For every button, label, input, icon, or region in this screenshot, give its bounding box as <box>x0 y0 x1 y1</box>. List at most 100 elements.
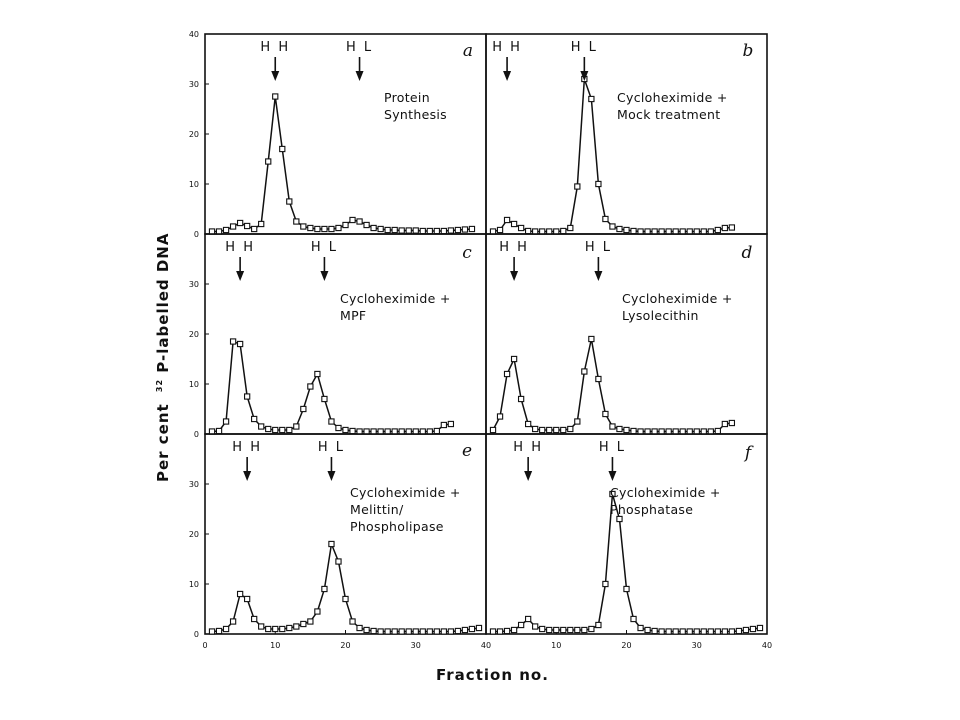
data-point <box>426 227 433 235</box>
panel-letter: f <box>743 443 754 463</box>
data-point <box>314 225 321 233</box>
data-point <box>335 224 342 232</box>
data-point <box>349 216 356 224</box>
data-point <box>328 225 335 233</box>
panel-annotation-line: Synthesis <box>384 107 447 122</box>
data-point <box>630 615 637 623</box>
data-point <box>714 226 721 234</box>
panel-c: 0 10 20 30 H H H L Cycloheximide + MPF c <box>189 233 487 439</box>
arrow-label-hl: H L <box>318 440 345 455</box>
data-point <box>735 627 743 635</box>
panel-letter: c <box>462 243 472 263</box>
data-point <box>251 415 258 423</box>
panel-annotation-line: Melittin/ <box>350 502 404 517</box>
y-tick-label: 20 <box>189 530 199 539</box>
data-point <box>244 393 251 400</box>
data-point <box>398 628 405 635</box>
data-point <box>630 427 637 435</box>
data-point <box>560 626 567 634</box>
data-point <box>272 93 279 100</box>
data-point <box>532 623 539 630</box>
data-point <box>321 585 328 593</box>
data-point <box>307 383 314 390</box>
data-point <box>553 426 560 434</box>
data-point <box>356 624 363 632</box>
data-point <box>405 227 412 234</box>
data-point <box>546 426 553 434</box>
data-point <box>616 425 623 433</box>
data-point <box>300 405 307 413</box>
data-point <box>370 224 377 232</box>
arrow-label-hh: H H <box>225 240 255 255</box>
data-point <box>426 628 433 635</box>
data-point <box>236 219 244 227</box>
data-point <box>251 225 258 233</box>
data-point <box>637 624 644 632</box>
data-point <box>503 370 511 378</box>
data-point <box>279 426 286 434</box>
arrow-head <box>524 471 533 481</box>
data-point <box>560 426 567 434</box>
data-point <box>293 423 300 430</box>
data-point <box>616 515 623 523</box>
y-axis-title-main: P-labelled DNA <box>154 233 172 373</box>
data-point <box>412 628 419 635</box>
arrow-label-hl: H L <box>311 240 338 255</box>
data-point <box>454 226 462 234</box>
data-point <box>581 626 588 634</box>
arrow-head <box>236 271 245 281</box>
data-point <box>215 627 223 635</box>
data-point <box>419 227 426 235</box>
panel-annotation-line: Lysolecithin <box>622 308 699 323</box>
data-point <box>665 628 672 635</box>
data-point <box>560 227 567 235</box>
data-point <box>546 626 553 634</box>
data-point <box>349 618 356 625</box>
data-point <box>574 183 581 190</box>
data-point <box>532 425 539 433</box>
data-point <box>265 158 272 165</box>
data-point <box>756 624 764 632</box>
arrow-head <box>355 71 364 81</box>
data-point <box>265 425 272 433</box>
x-tick-label: 40 <box>481 641 491 650</box>
y-tick-label: 10 <box>189 380 199 389</box>
arrow-head <box>510 271 519 281</box>
data-point <box>286 198 293 205</box>
y-tick-label: 10 <box>189 180 199 189</box>
data-point <box>293 218 300 225</box>
data-point <box>672 628 679 635</box>
panel-f: 10 20 30 40 H H H L Cycloheximide + Phosphatase… <box>485 433 772 650</box>
arrow-head <box>608 471 617 481</box>
x-tick-label: 40 <box>762 641 772 650</box>
arrow-label-hh: H H <box>513 440 543 455</box>
arrow-head <box>580 71 589 81</box>
y-axis-title-superscript: 32 <box>155 379 164 392</box>
data-point <box>286 426 293 434</box>
data-point <box>749 625 757 633</box>
data-point <box>567 425 574 433</box>
arrow-head <box>503 71 512 81</box>
data-point <box>461 626 469 634</box>
data-point <box>286 624 293 632</box>
data-point <box>433 427 440 435</box>
data-point <box>440 628 447 635</box>
data-point <box>742 626 750 634</box>
series-line <box>211 340 451 433</box>
data-point <box>363 626 370 634</box>
data-point <box>623 426 630 434</box>
data-point <box>602 215 609 223</box>
arrow-label-hl: H L <box>599 440 626 455</box>
data-point <box>454 627 462 635</box>
data-point <box>524 420 532 428</box>
y-tick-label: 40 <box>189 30 199 39</box>
data-point <box>370 627 377 635</box>
panel-letter: a <box>463 41 473 61</box>
data-point <box>377 225 384 233</box>
data-point <box>222 625 230 633</box>
data-point <box>229 618 237 625</box>
y-tick-label: 30 <box>189 480 199 489</box>
y-tick-label: 30 <box>189 80 199 89</box>
data-point <box>307 618 314 625</box>
arrow-head <box>320 271 329 281</box>
